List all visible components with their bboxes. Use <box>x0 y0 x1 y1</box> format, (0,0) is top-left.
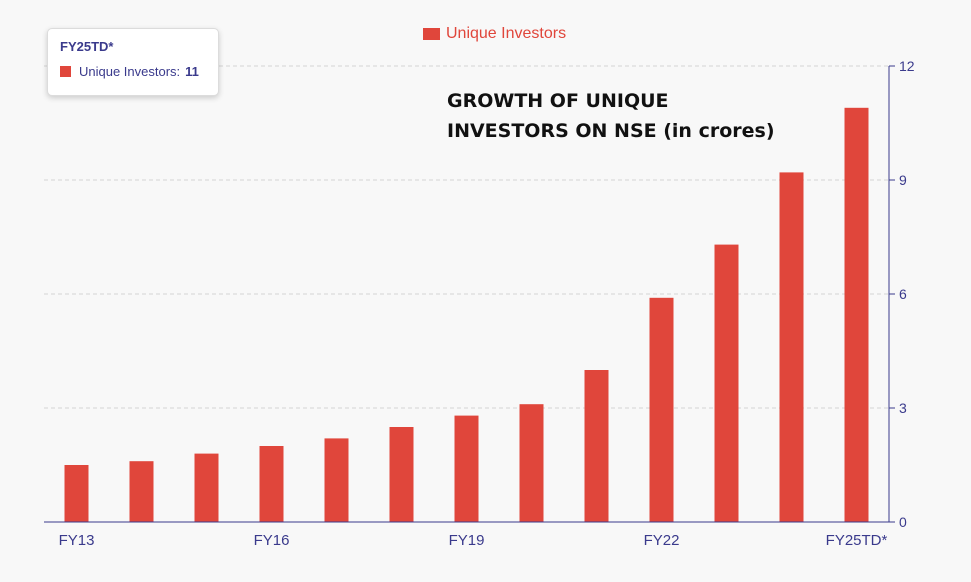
x-tick-label: FY16 <box>254 532 290 549</box>
bar <box>519 404 544 522</box>
y-tick-label: 12 <box>899 58 915 74</box>
bar <box>64 465 89 522</box>
tooltip-value: 11 <box>185 64 199 79</box>
bar <box>194 453 219 522</box>
tooltip-row: Unique Investors: 11 <box>60 64 206 79</box>
x-tick-label: FY25TD* <box>826 532 888 549</box>
bar <box>129 461 154 522</box>
tooltip-series-label: Unique Investors: <box>79 64 181 79</box>
y-tick-label: 0 <box>899 514 907 530</box>
legend-swatch <box>423 28 440 40</box>
chart-title-line-1: GROWTH OF UNIQUE <box>447 90 669 112</box>
bar <box>324 438 349 522</box>
tooltip-title: FY25TD* <box>60 39 114 54</box>
x-tick-label: FY22 <box>644 532 680 549</box>
bar <box>584 370 609 522</box>
legend[interactable]: Unique Investors <box>423 25 566 43</box>
legend-label: Unique Investors <box>446 25 567 42</box>
tooltip: FY25TD* Unique Investors: 11 <box>47 28 219 96</box>
bar <box>454 415 479 522</box>
y-tick-label: 3 <box>899 400 907 416</box>
axes: 0 3 6 9 12 FY13 FY16 FY19 FY22 FY25TD* <box>44 58 915 549</box>
x-tick-label: FY13 <box>59 532 95 549</box>
bar <box>844 107 869 523</box>
y-tick-label: 9 <box>899 172 907 188</box>
bar <box>714 244 739 522</box>
x-tick-label: FY19 <box>449 532 485 549</box>
chart-title-line-2: INVESTORS ON NSE (in crores) <box>447 120 775 142</box>
bar <box>259 446 284 522</box>
bar <box>649 297 674 522</box>
bar <box>779 172 804 522</box>
bar <box>389 427 414 522</box>
bars <box>64 107 869 523</box>
tooltip-swatch <box>60 66 71 77</box>
y-tick-label: 6 <box>899 286 907 302</box>
chart-title: GROWTH OF UNIQUE INVESTORS ON NSE (in cr… <box>447 86 775 146</box>
